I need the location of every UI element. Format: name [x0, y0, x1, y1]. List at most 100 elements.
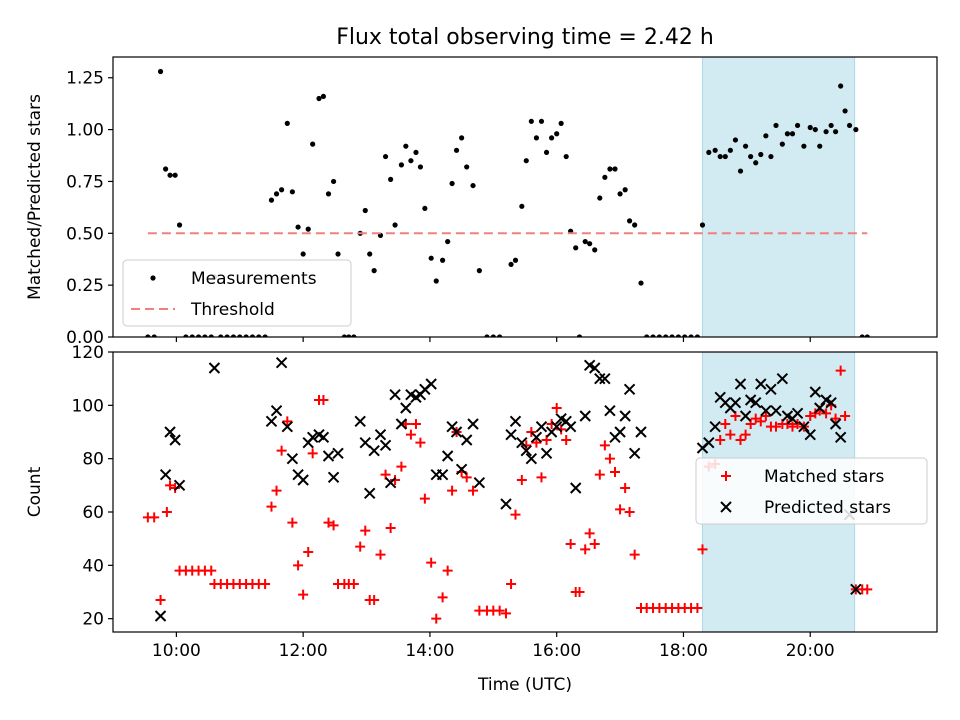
data-point — [286, 452, 299, 465]
data-point — [440, 257, 446, 263]
data-point — [279, 187, 285, 193]
data-point — [717, 153, 723, 160]
data-point — [282, 416, 293, 427]
data-point — [550, 420, 563, 433]
data-point — [614, 426, 626, 438]
data-point — [351, 334, 357, 337]
data-point — [663, 334, 669, 337]
legend-marker — [150, 275, 156, 281]
legend-box — [122, 259, 352, 327]
data-point — [224, 334, 230, 337]
y-tick-label: 20 — [82, 610, 104, 630]
data-point — [484, 334, 490, 337]
data-point — [385, 523, 396, 533]
data-point — [770, 404, 782, 417]
data-point — [300, 251, 306, 257]
data-point — [720, 419, 731, 429]
data-point — [249, 334, 256, 337]
data-point — [169, 434, 181, 446]
data-point — [208, 362, 221, 374]
data-point — [476, 268, 482, 274]
data-point — [602, 174, 608, 180]
data-point — [266, 501, 277, 512]
data-point — [604, 453, 615, 464]
y-tick-label: 1.25 — [66, 69, 104, 89]
data-point — [807, 124, 813, 131]
data-point — [570, 482, 582, 494]
data-point — [262, 334, 268, 337]
data-point — [473, 476, 486, 489]
data-point — [389, 388, 401, 401]
data-point — [516, 475, 527, 485]
data-point — [295, 224, 301, 230]
data-point — [445, 238, 451, 245]
data-point — [699, 222, 706, 228]
data-point — [543, 149, 550, 156]
data-point — [173, 479, 186, 492]
legend-label: Threshold — [190, 300, 275, 320]
data-point — [195, 334, 202, 337]
data-point — [812, 126, 818, 133]
data-point — [612, 166, 618, 172]
data-point — [526, 427, 537, 437]
data-point — [208, 334, 214, 337]
data-point — [354, 415, 366, 428]
data-point — [270, 404, 283, 417]
data-point — [325, 191, 332, 197]
data-point — [303, 547, 314, 557]
data-point — [579, 410, 591, 422]
data-point — [512, 257, 519, 263]
data-point — [202, 334, 208, 337]
data-point — [172, 172, 178, 178]
data-point — [419, 493, 430, 504]
data-point — [828, 122, 834, 129]
data-point — [379, 439, 392, 452]
data-point — [163, 166, 169, 172]
data-point — [428, 255, 434, 261]
data-point — [846, 122, 853, 129]
data-point — [459, 135, 465, 141]
data-point — [510, 509, 521, 520]
data-point — [271, 485, 282, 496]
data-point — [594, 372, 606, 385]
data-point — [576, 334, 583, 337]
legend: Measurements Threshold — [122, 259, 352, 327]
data-point — [697, 544, 708, 555]
data-point — [413, 149, 419, 156]
data-point — [392, 222, 398, 228]
data-point — [388, 176, 394, 182]
data-point — [528, 118, 534, 124]
x-tick-label: 18:00 — [659, 641, 708, 661]
data-point — [629, 549, 640, 560]
data-point — [787, 421, 798, 432]
data-point — [441, 450, 454, 462]
x-tick-label: 12:00 — [279, 641, 328, 661]
data-point — [161, 507, 172, 517]
data-point — [669, 334, 675, 337]
data-point — [771, 421, 782, 432]
data-point — [538, 118, 545, 124]
data-point — [506, 579, 517, 589]
data-point — [584, 528, 595, 539]
legend-label: Matched stars — [764, 467, 884, 487]
data-point — [230, 334, 237, 337]
data-point — [364, 487, 376, 500]
data-point — [722, 153, 728, 160]
data-point — [838, 83, 844, 89]
data-point — [536, 472, 547, 483]
data-point — [737, 168, 744, 174]
data-point — [531, 437, 542, 448]
data-point — [437, 592, 448, 603]
data-point — [400, 402, 412, 414]
data-point — [688, 334, 694, 337]
data-point — [449, 180, 455, 187]
data-point — [265, 415, 278, 428]
data-point — [317, 431, 330, 444]
y-tick-label: 1.00 — [66, 121, 104, 141]
data-point — [750, 396, 762, 409]
data-point — [287, 517, 298, 528]
data-point — [592, 247, 598, 253]
data-point — [417, 164, 424, 170]
data-point — [415, 437, 426, 448]
data-point — [821, 408, 832, 419]
